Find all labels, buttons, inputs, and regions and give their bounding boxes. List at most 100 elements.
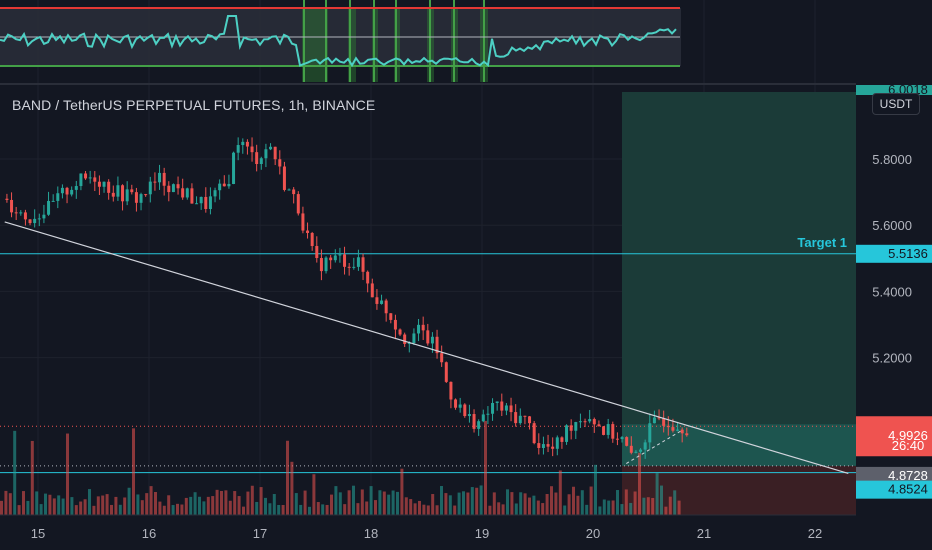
volume-bar xyxy=(646,497,650,515)
last-price-tag: 4.9926 xyxy=(888,428,928,443)
volume-bar xyxy=(655,473,659,515)
currency-selector[interactable]: USDT xyxy=(872,93,920,115)
volume-bar xyxy=(633,491,637,515)
candle-body xyxy=(319,257,323,272)
volume-bar xyxy=(607,500,611,515)
volume-bar xyxy=(294,493,298,515)
volume-bar xyxy=(514,503,518,515)
candle-body xyxy=(236,145,240,153)
candle-body xyxy=(269,146,273,150)
candle-body xyxy=(477,421,481,429)
candle-body xyxy=(463,404,467,417)
volume-bar xyxy=(396,491,399,515)
volume-bar xyxy=(127,487,131,515)
candle-body xyxy=(440,353,444,363)
volume-bar xyxy=(409,499,413,515)
candle-body xyxy=(615,438,619,440)
candle-body xyxy=(28,219,32,224)
x-axis-tick: 19 xyxy=(475,526,489,541)
candle-body xyxy=(671,427,675,431)
volume-bar xyxy=(624,489,628,515)
volume-bar xyxy=(620,504,624,515)
top-price-tag-bg xyxy=(856,85,932,95)
candle-body xyxy=(60,187,64,194)
volume-bar xyxy=(259,487,263,515)
volume-bar xyxy=(57,495,61,515)
volume-bar xyxy=(30,440,34,515)
volume-bar xyxy=(492,492,496,515)
candle-body xyxy=(144,194,148,196)
candle-body xyxy=(398,329,402,335)
volume-bar xyxy=(440,486,443,515)
volume-bar xyxy=(74,505,78,515)
candle-body xyxy=(84,173,88,179)
volume-bar xyxy=(246,491,250,515)
volume-bar xyxy=(202,501,206,515)
volume-bar xyxy=(378,490,382,515)
volume-bar xyxy=(334,486,338,515)
volume-bar xyxy=(602,499,606,515)
candle-body xyxy=(56,193,60,201)
volume-bar xyxy=(272,494,276,515)
volume-bar xyxy=(215,489,219,515)
candle-body xyxy=(356,257,360,267)
active-profit-zone xyxy=(622,424,856,466)
volume-bar xyxy=(140,500,144,515)
candle-body xyxy=(241,141,245,146)
candle-body xyxy=(259,158,263,165)
volume-bar xyxy=(0,500,3,515)
volume-bar xyxy=(563,505,567,515)
volume-bar xyxy=(105,494,109,515)
candle-body xyxy=(125,189,129,202)
volume-bar xyxy=(387,494,391,515)
candle-body xyxy=(592,419,596,425)
volume-bar xyxy=(448,495,452,515)
volume-bar xyxy=(123,497,127,515)
candle-body xyxy=(546,444,550,447)
candle-body xyxy=(504,405,508,411)
x-axis-tick: 22 xyxy=(808,526,822,541)
volume-bar xyxy=(352,485,355,515)
volume-bar xyxy=(44,493,47,515)
candle-body xyxy=(102,181,106,187)
candle-body xyxy=(23,212,27,220)
candle-body xyxy=(301,213,305,231)
y-axis-tick: 5.4000 xyxy=(872,284,912,299)
projection-line xyxy=(626,429,683,464)
volume-bar xyxy=(286,440,289,515)
volume-bar xyxy=(598,506,602,515)
candle-body xyxy=(343,254,347,267)
volume-bar xyxy=(242,506,245,515)
target-price-tag-bg xyxy=(856,244,932,263)
volume-bar xyxy=(413,503,417,515)
candle-body xyxy=(213,190,217,197)
volume-bar xyxy=(224,490,228,515)
volume-bar xyxy=(651,497,655,515)
candle-body xyxy=(648,423,652,443)
candle-body xyxy=(148,181,152,195)
volume-bar xyxy=(523,493,527,515)
volume-bar xyxy=(347,490,351,515)
candle-body xyxy=(176,184,180,189)
volume-bar xyxy=(642,497,646,515)
candle-body xyxy=(620,437,624,440)
candle-body xyxy=(70,189,74,195)
volume-bar xyxy=(466,492,470,515)
volume-bar xyxy=(462,491,465,515)
candle-body xyxy=(444,362,448,382)
volume-bar xyxy=(404,497,408,515)
volume-bar xyxy=(382,491,386,515)
volume-bar xyxy=(39,504,43,515)
candle-body xyxy=(514,412,518,424)
volume-bar xyxy=(22,491,25,515)
candle-body xyxy=(417,324,421,334)
volume-bar xyxy=(250,485,254,515)
volume-bar xyxy=(374,500,377,515)
candle-body xyxy=(134,192,138,203)
candle-body xyxy=(88,177,92,179)
volume-bar xyxy=(435,505,439,515)
volume-bar xyxy=(567,494,571,515)
candle-body xyxy=(315,246,319,258)
candle-body xyxy=(467,414,471,417)
candle-body xyxy=(199,196,203,204)
